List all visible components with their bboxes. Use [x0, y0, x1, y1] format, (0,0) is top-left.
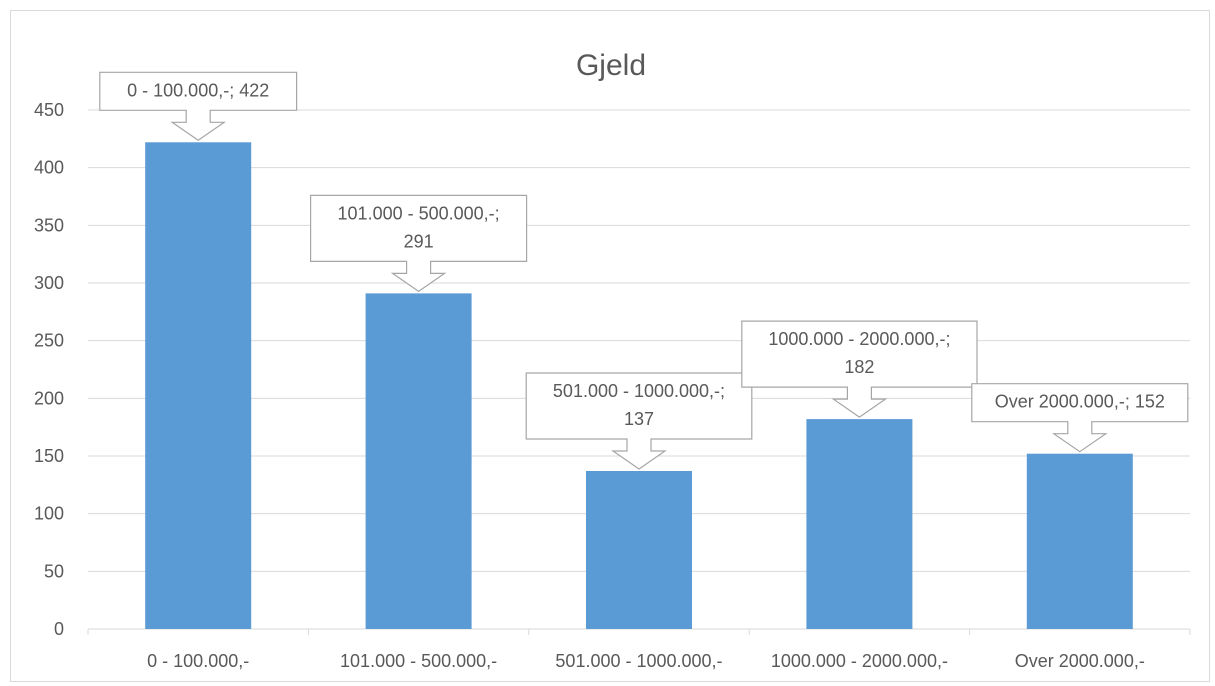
y-tick-label: 150 — [34, 446, 64, 466]
data-label: 0 - 100.000,-; 422 — [127, 80, 269, 100]
data-label-callout — [310, 194, 528, 293]
data-label-callout — [971, 383, 1189, 453]
y-tick-label: 200 — [34, 388, 64, 408]
y-tick-label: 0 — [54, 619, 64, 639]
x-axis: 0 - 100.000,- 101.000 - 500.000,- 501.000 … — [87, 628, 1191, 671]
y-axis: 0 50 100 150 200 250 300 350 400 450 — [34, 100, 64, 639]
data-label: Over 2000.000,-; 152 — [995, 392, 1165, 412]
data-label: 137 — [624, 409, 654, 429]
data-label: 291 — [404, 231, 434, 251]
y-tick-label: 250 — [34, 331, 64, 351]
data-label: 101.000 - 500.000,-; — [338, 203, 500, 223]
y-tick-label: 300 — [34, 273, 64, 293]
bar — [806, 419, 913, 629]
x-tick-label: 1000.000 - 2000.000,- — [771, 651, 948, 671]
data-label-callout — [99, 71, 298, 142]
data-label: 501.000 - 1000.000,-; — [553, 381, 725, 401]
bar — [1026, 453, 1133, 629]
data-label-callout — [741, 320, 978, 418]
bar — [145, 142, 252, 629]
y-tick-label: 50 — [44, 561, 64, 581]
x-tick-label: Over 2000.000,- — [1015, 651, 1145, 671]
bar — [586, 470, 692, 629]
y-tick-label: 100 — [34, 504, 64, 524]
bar — [365, 293, 472, 629]
data-label: 182 — [844, 357, 874, 377]
x-tick-label: 501.000 - 1000.000,- — [555, 651, 722, 671]
data-label-callout — [525, 372, 753, 470]
chart-title: Gjeld — [576, 49, 646, 82]
y-tick-label: 350 — [34, 215, 64, 235]
y-tick-label: 450 — [34, 100, 64, 120]
y-tick-label: 400 — [34, 158, 64, 178]
bars — [145, 142, 1133, 629]
x-tick-label: 0 - 100.000,- — [147, 651, 249, 671]
x-tick-label: 101.000 - 500.000,- — [340, 651, 497, 671]
data-label-callouts: 0 - 100.000,-; 422 101.000 - 500.000,-; 29… — [99, 71, 1189, 470]
data-label: 1000.000 - 2000.000,-; — [768, 329, 950, 349]
